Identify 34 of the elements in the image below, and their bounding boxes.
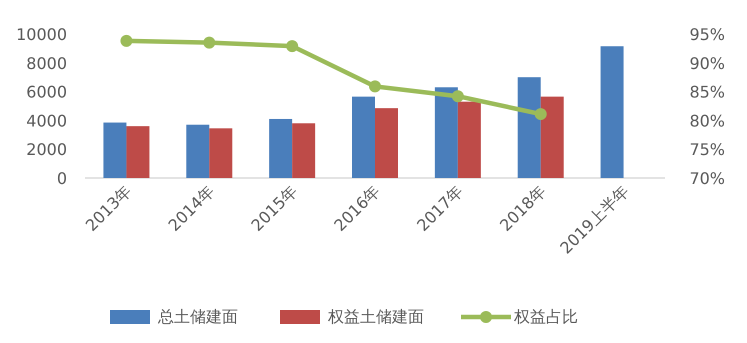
- y-tick-label: 6000: [26, 82, 67, 102]
- bar: [600, 46, 624, 178]
- bar: [269, 118, 292, 178]
- y2-tick-label: 70%: [689, 169, 725, 188]
- bar: [186, 124, 210, 178]
- point: [452, 90, 464, 102]
- bar: [458, 102, 481, 178]
- point: [369, 80, 381, 92]
- bar: [103, 122, 126, 178]
- legend-label: 权益占比: [513, 307, 578, 326]
- y2-tick-label: 80%: [689, 111, 725, 130]
- y-tick-label: 10000: [16, 25, 67, 44]
- y-tick-label: 8000: [26, 54, 67, 73]
- bar: [209, 128, 232, 178]
- y-tick-label: 0: [56, 169, 67, 188]
- legend-label: 权益土储建面: [327, 307, 424, 326]
- bar: [540, 96, 564, 178]
- bar: [518, 77, 541, 178]
- legend-label: 总土储建面: [157, 307, 238, 326]
- y-tick-label: 2000: [26, 140, 67, 160]
- y2-tick-label: 85%: [689, 82, 725, 102]
- y2-tick-label: 95%: [689, 25, 725, 44]
- bar: [375, 108, 398, 178]
- point: [120, 34, 132, 47]
- y-tick-label: 4000: [26, 111, 67, 130]
- y2-tick-label: 75%: [689, 140, 725, 160]
- bar: [352, 96, 375, 178]
- y2-tick-label: 90%: [689, 54, 725, 73]
- point: [534, 108, 547, 120]
- bar: [292, 123, 316, 178]
- bar: [126, 126, 150, 178]
- bar: [434, 87, 458, 178]
- point: [286, 40, 298, 52]
- point: [203, 36, 216, 49]
